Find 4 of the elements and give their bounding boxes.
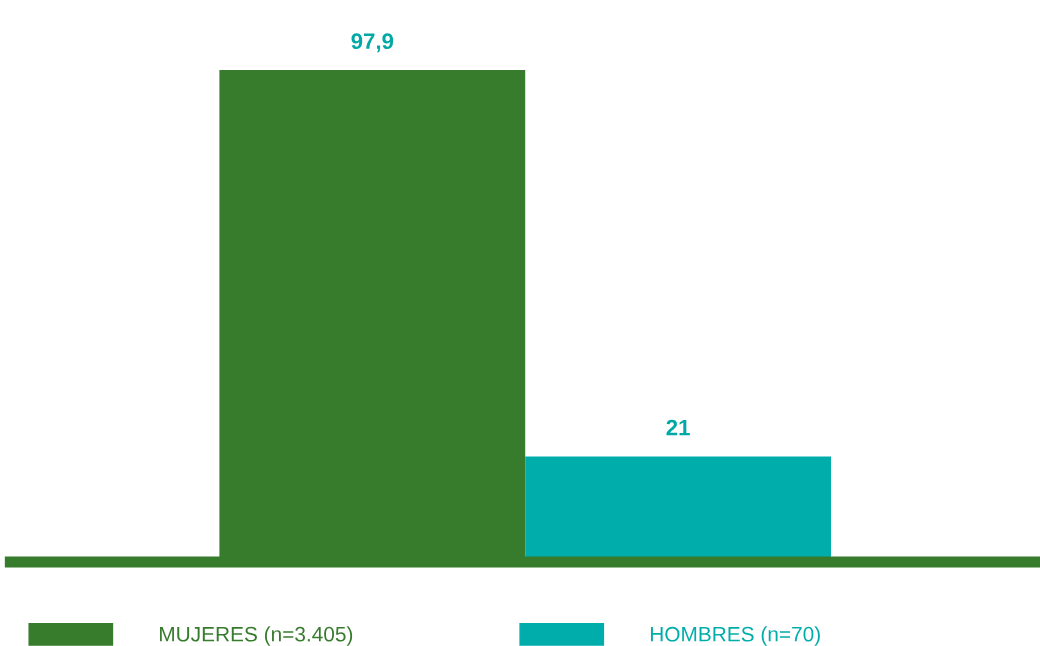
legend-label: HOMBRES (n=70) <box>650 626 820 646</box>
legend-label: MUJERES (n=3.405) <box>160 626 353 646</box>
data-label: 21 <box>666 419 690 436</box>
data-label: 97,9 <box>351 33 394 53</box>
